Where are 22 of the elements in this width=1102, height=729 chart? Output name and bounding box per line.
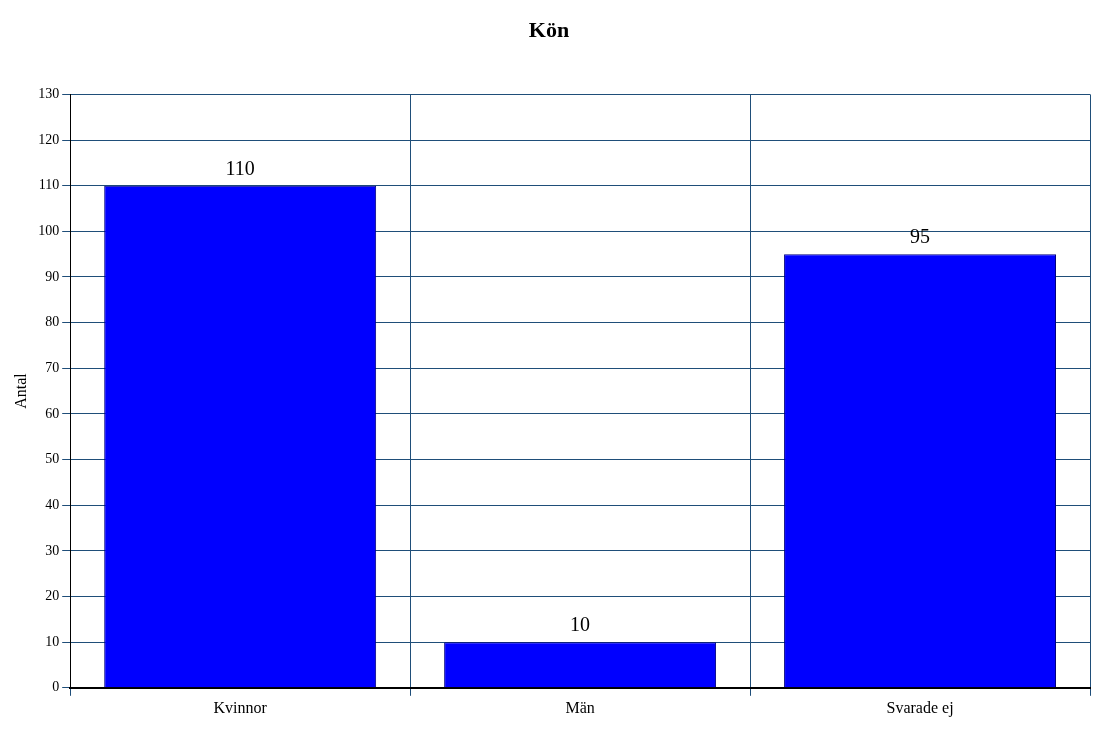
- y-tick-label: 50: [45, 451, 60, 467]
- x-tick-label: Svarade ej: [886, 698, 954, 717]
- y-tick-label: 20: [45, 588, 60, 604]
- y-tick-label: 70: [45, 359, 60, 375]
- y-tick-label: 110: [38, 177, 60, 193]
- y-tick-label: 40: [45, 496, 60, 512]
- data-label: 10: [570, 613, 591, 636]
- y-tick-label: 80: [45, 314, 60, 330]
- y-tick-label: 30: [45, 542, 60, 558]
- y-tick-label: 130: [38, 86, 60, 102]
- y-tick-label: 100: [38, 223, 60, 239]
- x-tick-label: Män: [565, 698, 595, 716]
- y-tick-label: 120: [38, 131, 60, 147]
- y-tick-label: 10: [45, 633, 60, 649]
- y-tick-label: 0: [52, 679, 60, 695]
- x-tick-label: Kvinnor: [213, 698, 268, 716]
- y-axis-title: Antal: [11, 372, 29, 409]
- chart-title: Kön: [528, 16, 570, 42]
- data-label: 95: [910, 225, 931, 248]
- y-tick-label: 90: [45, 268, 60, 284]
- data-label: 110: [225, 156, 255, 179]
- y-tick-label: 60: [45, 405, 60, 421]
